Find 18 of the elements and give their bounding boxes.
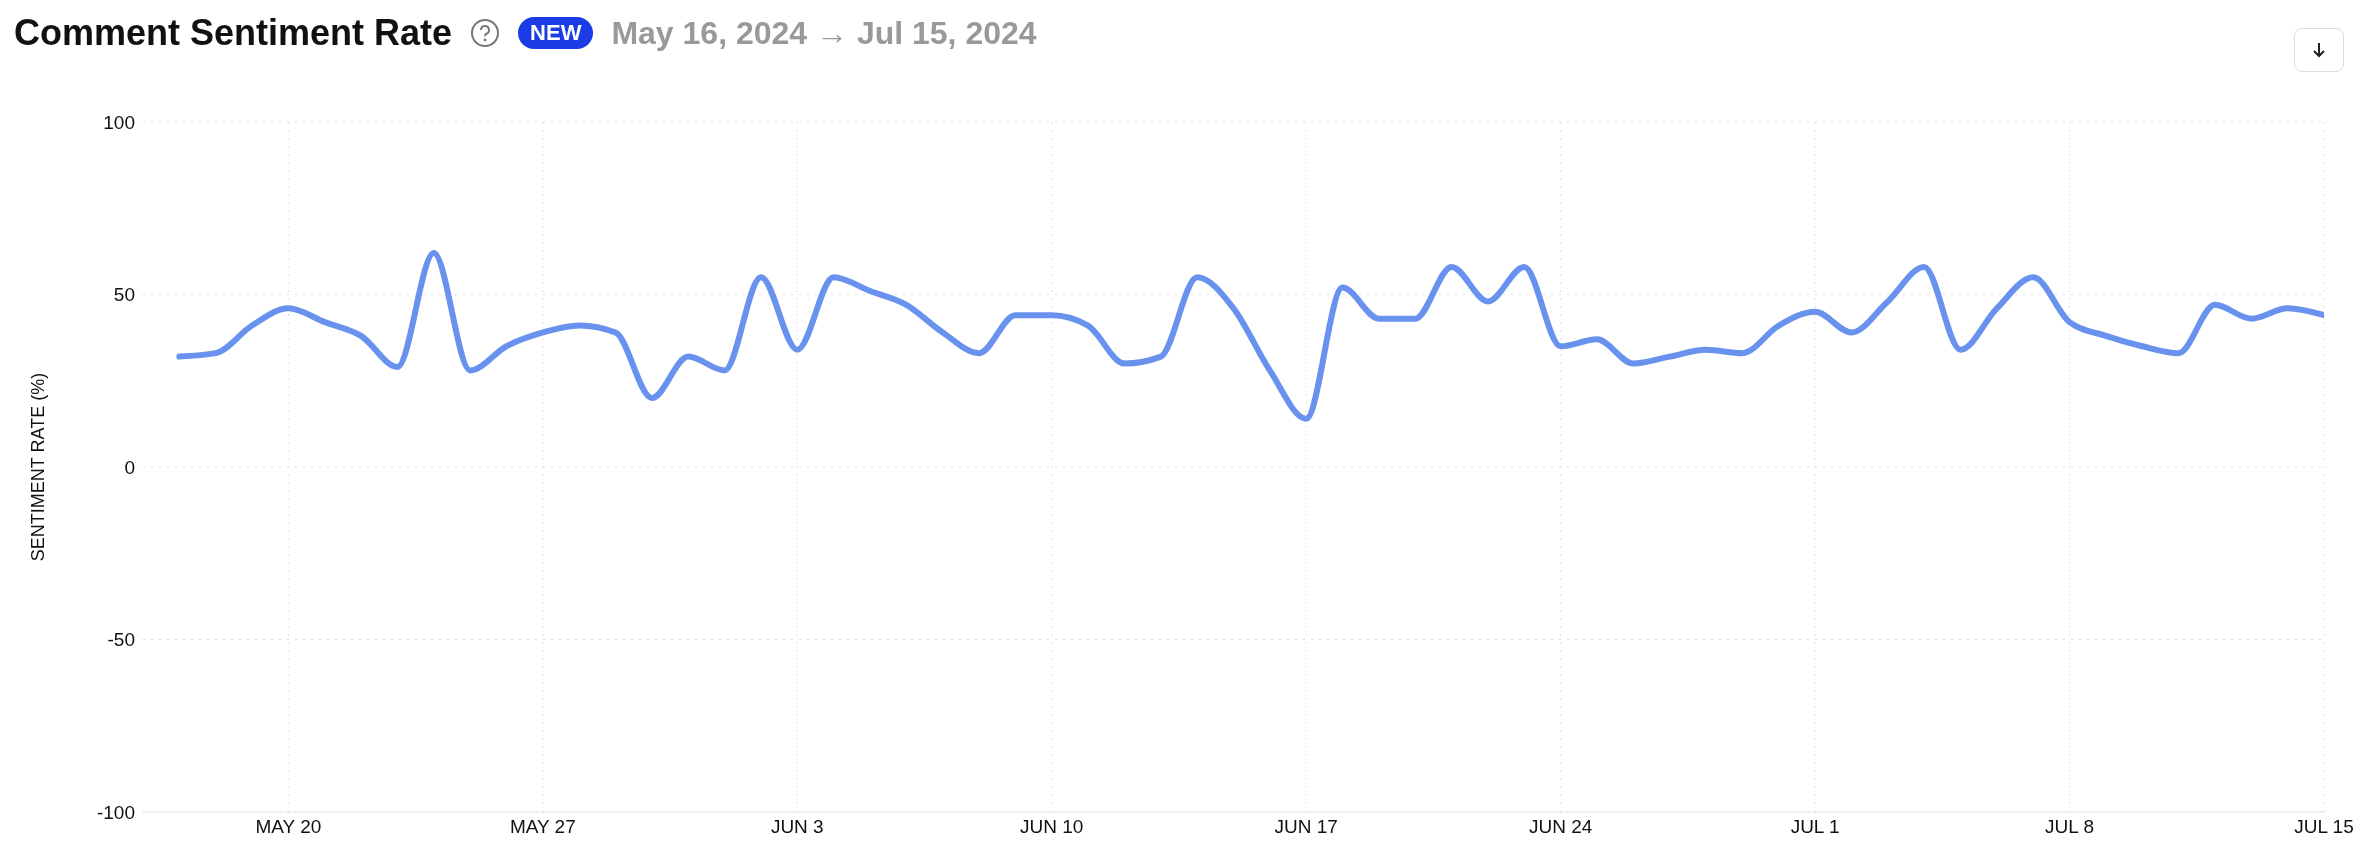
x-tick-label: JUL 15 (2294, 816, 2354, 838)
x-tick-label: JUN 24 (1528, 816, 1593, 838)
y-tick-label: 0 (124, 456, 135, 478)
text: NEW (518, 17, 594, 49)
y-axis-title: SENTIMENT RATE (%) (28, 372, 49, 562)
x-tick-label: JUL 1 (1790, 816, 1840, 838)
chart-title: Comment Sentiment Rate (14, 12, 453, 54)
x-tick-label: JUN 3 (770, 816, 824, 838)
x-tick-label: JUL 8 (2045, 816, 2095, 838)
y-tick-label: -100 (96, 801, 135, 823)
y-tick-label: 50 (113, 284, 135, 306)
y-tick-label: 100 (103, 111, 135, 133)
chart-subtitle: May 16, 2024 → Jul 15, 2024 (611, 14, 1037, 52)
x-tick-label: JUN 17 (1274, 816, 1338, 838)
y-tick-label: -50 (107, 629, 135, 651)
x-tick-label: MAY 20 (255, 816, 322, 838)
x-tick-label: MAY 27 (509, 816, 576, 838)
x-tick-label: JUN 10 (1020, 816, 1084, 838)
